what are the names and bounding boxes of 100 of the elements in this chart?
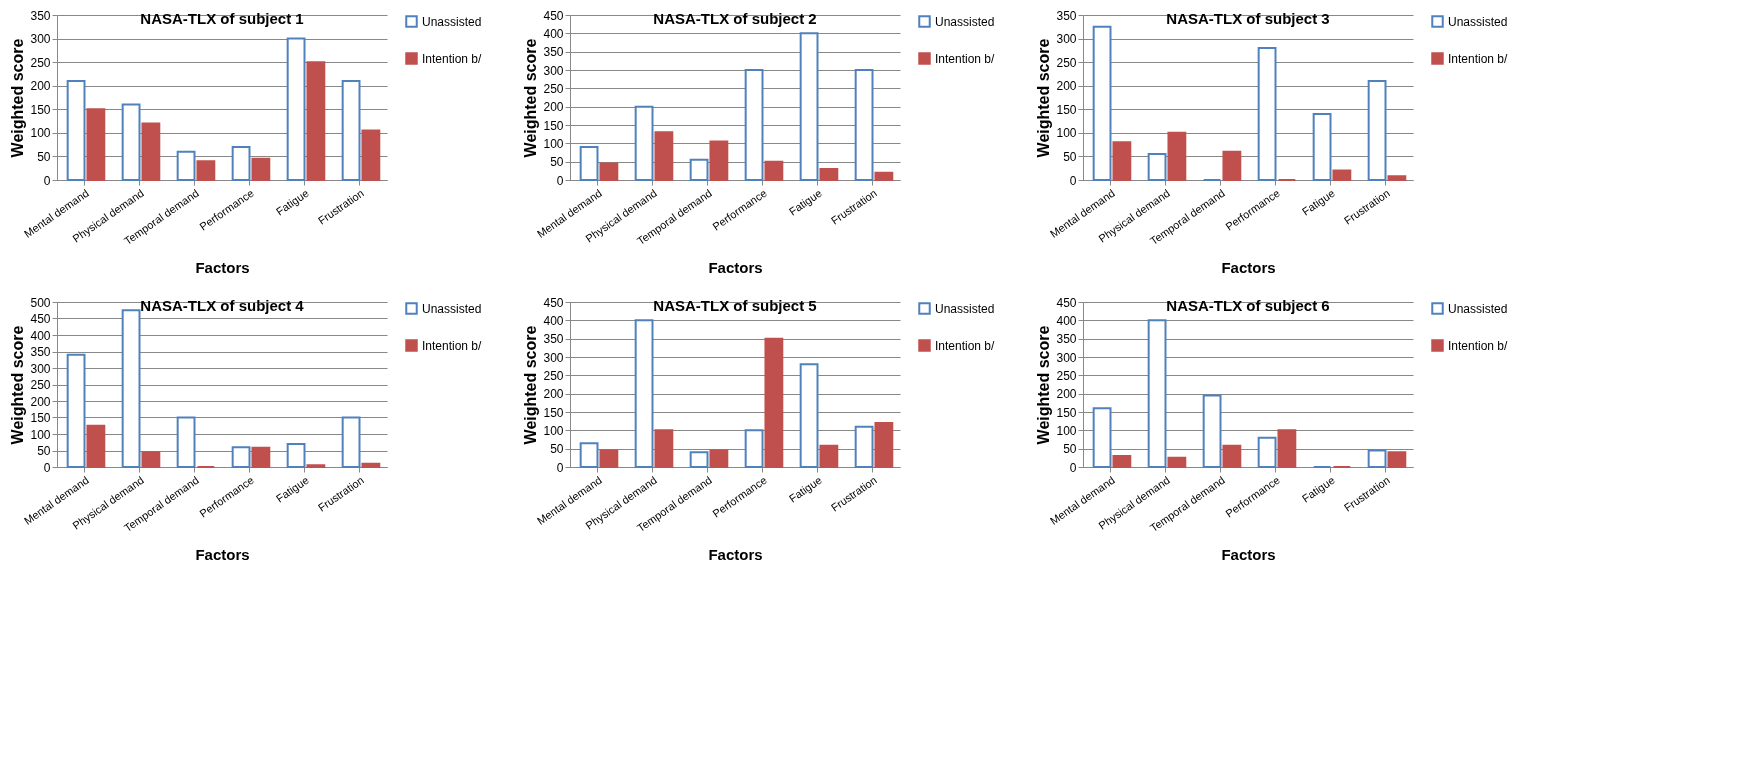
bar	[1367, 449, 1387, 468]
bar	[66, 353, 86, 468]
y-tick-label: 0	[1069, 460, 1077, 475]
x-axis-title: Factors	[1221, 546, 1276, 564]
y-tick-label: 50	[37, 444, 51, 458]
y-axis-title: Weighted score	[9, 325, 27, 445]
y-tick-label: 100	[30, 427, 51, 442]
y-tick-label: 150	[543, 405, 564, 420]
bar	[66, 80, 86, 181]
legend-label: Intention b/	[422, 51, 483, 66]
bar	[744, 429, 764, 468]
y-tick-label: 500	[30, 295, 51, 310]
bar	[141, 122, 161, 181]
bar	[874, 171, 894, 181]
y-tick-label: 450	[543, 8, 564, 23]
chart-title: NASA-TLX of subject 5	[653, 297, 817, 314]
bar	[121, 103, 141, 181]
y-tick-label: 350	[1056, 332, 1077, 347]
legend-label: Unassisted	[422, 14, 482, 29]
legend-label: Unassisted	[1448, 301, 1508, 316]
bar	[854, 69, 874, 181]
bar	[1147, 153, 1167, 181]
chart-title: NASA-TLX of subject 3	[1166, 10, 1330, 27]
y-tick-label: 200	[543, 100, 564, 115]
y-axis-title: Weighted score	[1035, 38, 1053, 158]
bar	[1312, 113, 1332, 181]
bar	[764, 160, 784, 181]
y-tick-label: 50	[550, 155, 564, 170]
y-tick-label: 400	[543, 313, 564, 328]
y-tick-label: 250	[1056, 368, 1077, 383]
x-axis-title: Factors	[195, 546, 250, 564]
y-axis-title: Weighted score	[522, 325, 540, 445]
bar	[1367, 80, 1387, 181]
y-tick-label: 300	[543, 350, 564, 365]
bar	[689, 451, 709, 468]
bar	[819, 168, 839, 181]
bar	[854, 425, 874, 468]
bar	[1332, 169, 1352, 181]
bar	[599, 162, 619, 181]
bar	[1147, 319, 1167, 468]
chart-title: NASA-TLX of subject 1	[140, 10, 304, 27]
bar	[231, 146, 251, 181]
bar	[579, 146, 599, 181]
bar	[1387, 175, 1407, 181]
bar	[764, 337, 784, 468]
y-tick-label: 100	[543, 136, 564, 151]
bar	[1092, 25, 1112, 181]
y-tick-label: 100	[30, 126, 51, 141]
chart-title: NASA-TLX of subject 4	[140, 297, 305, 314]
y-tick-label: 200	[1056, 79, 1077, 94]
bar	[251, 446, 271, 468]
x-axis-title: Factors	[708, 259, 763, 277]
y-tick-label: 150	[30, 411, 51, 425]
bar	[361, 129, 381, 181]
bar	[709, 140, 729, 181]
bar	[306, 61, 326, 181]
y-tick-label: 0	[556, 460, 564, 475]
y-tick-label: 350	[30, 345, 51, 359]
legend-label: Unassisted	[422, 301, 482, 316]
y-tick-label: 150	[543, 118, 564, 133]
y-tick-label: 100	[543, 423, 564, 438]
legend-label: Unassisted	[935, 301, 995, 316]
legend-label: Unassisted	[935, 14, 995, 29]
y-tick-label: 350	[543, 332, 564, 347]
y-tick-label: 250	[543, 368, 564, 383]
bar	[654, 131, 674, 181]
y-tick-label: 0	[43, 460, 51, 475]
y-tick-label: 0	[556, 173, 564, 188]
y-tick-label: 250	[543, 81, 564, 96]
bar	[579, 442, 599, 468]
legend-label: Unassisted	[1448, 14, 1508, 29]
y-tick-label: 400	[30, 328, 51, 343]
y-axis-title: Weighted score	[522, 38, 540, 158]
y-tick-label: 150	[1056, 405, 1077, 420]
bar	[286, 37, 306, 181]
legend-label: Intention b/	[935, 338, 996, 353]
y-tick-label: 50	[1063, 442, 1077, 457]
bar	[341, 80, 361, 181]
y-tick-label: 450	[30, 312, 51, 326]
bar	[86, 108, 106, 181]
legend-label: Intention b/	[1448, 338, 1509, 353]
bar	[286, 442, 306, 468]
y-axis-title: Weighted score	[9, 38, 27, 158]
y-tick-label: 0	[43, 173, 51, 188]
bar	[654, 429, 674, 468]
y-tick-label: 100	[1056, 423, 1077, 438]
bar	[799, 363, 819, 468]
y-tick-label: 50	[1063, 149, 1077, 164]
y-axis-title: Weighted score	[1035, 325, 1053, 445]
y-tick-label: 350	[30, 8, 51, 23]
y-tick-label: 0	[1069, 173, 1077, 188]
x-axis-title: Factors	[708, 546, 763, 564]
bar	[121, 309, 141, 468]
y-tick-label: 300	[1056, 350, 1077, 365]
bar	[709, 449, 729, 468]
y-tick-label: 250	[1056, 55, 1077, 70]
bar	[744, 69, 764, 181]
bar	[251, 157, 271, 181]
bar	[1257, 436, 1277, 468]
bar	[231, 446, 251, 468]
